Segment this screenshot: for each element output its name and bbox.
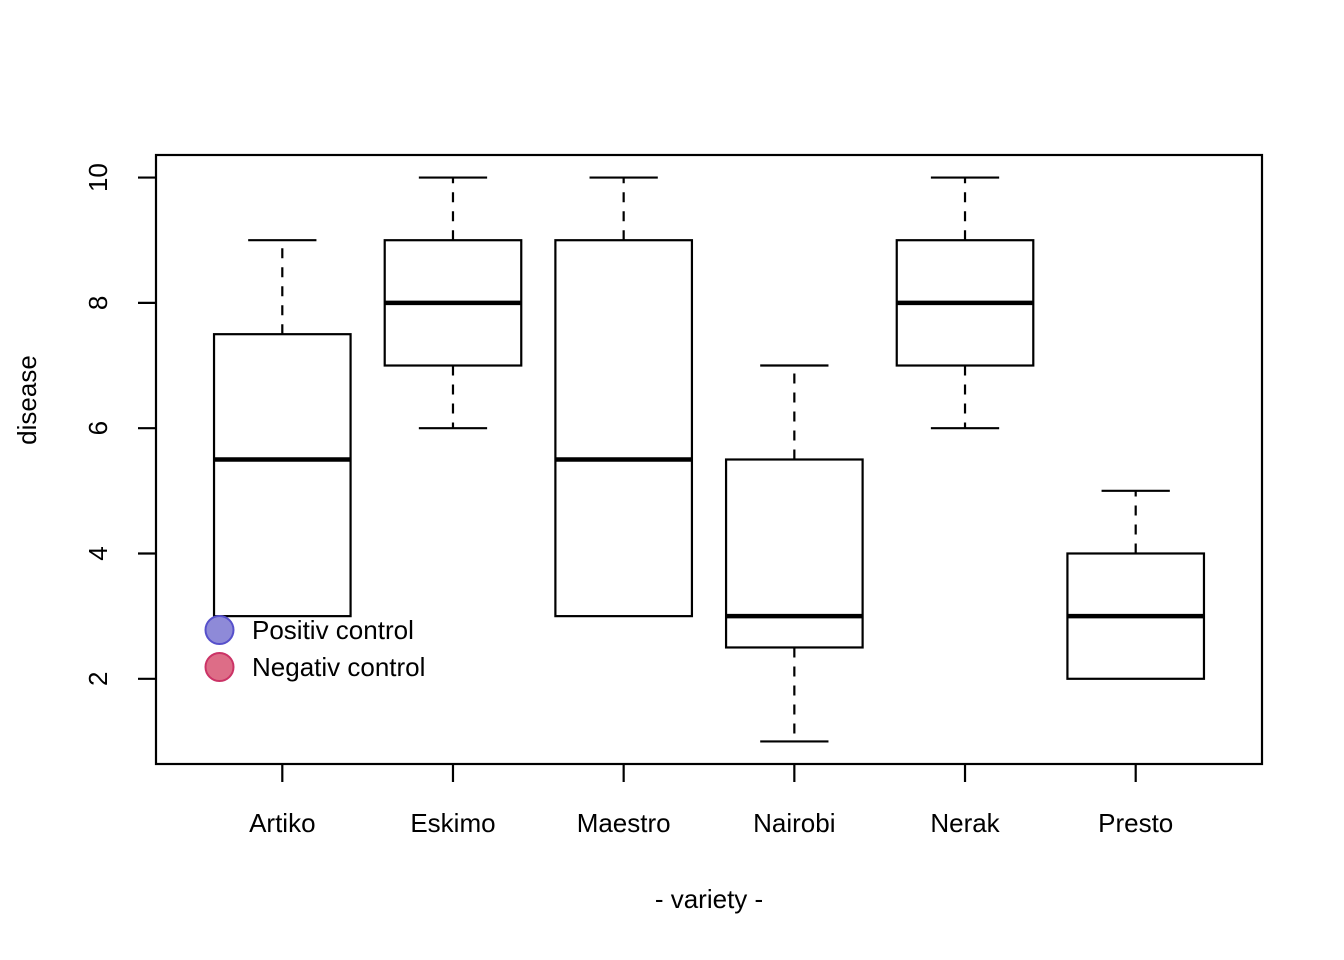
x-axis-tick-label: Presto — [1098, 808, 1173, 838]
legend-item-negative-control: Negativ control — [204, 652, 425, 682]
iqr-box — [212, 333, 352, 618]
x-axis-tick-label: Artiko — [249, 808, 315, 838]
x-axis-title: - variety - — [655, 884, 763, 914]
y-axis-title: disease — [12, 355, 42, 445]
plot-border — [154, 153, 1264, 766]
legend-label: Positiv control — [252, 615, 414, 645]
y-axis-tick-label: 10 — [83, 163, 113, 192]
y-axis-tick-label: 4 — [83, 546, 113, 560]
iqr-box — [724, 458, 864, 649]
legend-marker-circle — [204, 615, 235, 645]
boxplot-presto — [1066, 489, 1206, 680]
boxplot-nerak — [895, 176, 1035, 430]
y-axis-tick-label: 8 — [83, 296, 113, 310]
x-axis-tick-label: Maestro — [577, 808, 671, 838]
legend-item-positive-control: Positiv control — [204, 615, 414, 645]
y-axis-tick-label: 6 — [83, 421, 113, 435]
boxplot-artiko — [212, 239, 352, 618]
x-axis-tick-label: Nairobi — [753, 808, 835, 838]
legend-marker-circle — [204, 652, 235, 682]
x-axis-tick-label: Nerak — [930, 808, 1000, 838]
boxplot-nairobi — [724, 364, 864, 743]
boxplot-eskimo — [383, 176, 523, 430]
iqr-box — [554, 239, 694, 618]
legend-label: Negativ control — [252, 652, 425, 682]
y-axis-tick-label: 2 — [83, 672, 113, 686]
x-axis-tick-label: Eskimo — [410, 808, 495, 838]
boxplot-maestro — [554, 176, 694, 618]
